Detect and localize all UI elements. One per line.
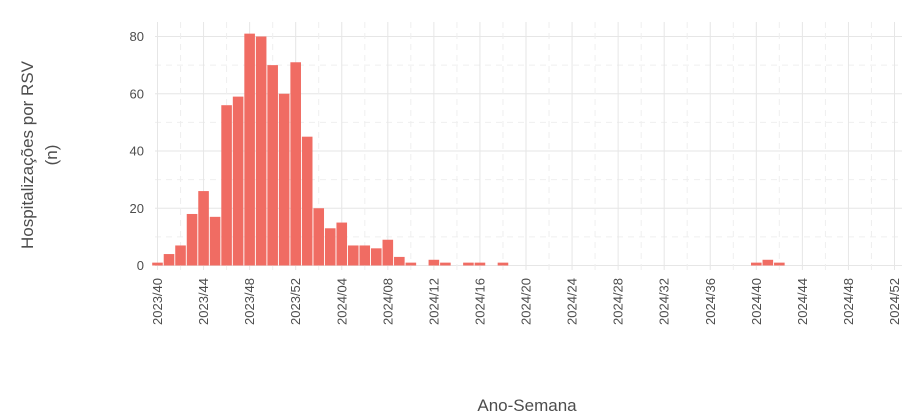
bar [267, 65, 278, 266]
bar [290, 62, 301, 266]
bar [382, 239, 394, 266]
bar [497, 262, 509, 266]
bar [175, 245, 186, 266]
x-tick-label: 2024/44 [795, 278, 810, 325]
bar [428, 259, 440, 266]
bar [324, 228, 336, 266]
bar [301, 136, 313, 266]
bar [186, 213, 198, 266]
x-tick-label: 2024/36 [703, 278, 718, 325]
x-tick-label: 2024/48 [841, 278, 856, 325]
bar [163, 254, 175, 266]
bar [255, 36, 267, 266]
bar [774, 262, 785, 266]
y-tick-label: 40 [130, 144, 144, 159]
x-axis-ticks: 2023/40 2023/44 2023/48 2023/52 2024/04 2024/… [150, 278, 902, 325]
bar [359, 245, 371, 266]
bar [440, 262, 451, 266]
y-axis-title-unit: (n) [42, 145, 61, 166]
bars [152, 33, 785, 266]
bar [463, 262, 474, 266]
x-tick-label: 2024/08 [380, 278, 395, 325]
y-axis-title: Hospitalizações por RSV [18, 60, 37, 249]
bar [232, 96, 244, 266]
bar [762, 259, 774, 266]
bar [221, 105, 232, 266]
x-tick-label: 2023/44 [196, 278, 211, 325]
y-tick-label: 20 [130, 201, 144, 216]
x-tick-label: 2023/40 [150, 278, 165, 325]
x-tick-label: 2024/40 [749, 278, 764, 325]
bar [370, 248, 382, 266]
bar [405, 262, 417, 266]
x-tick-label: 2024/52 [887, 278, 902, 325]
x-axis-title: Ano-Semana [477, 396, 577, 415]
y-tick-label: 60 [130, 86, 144, 101]
bar [244, 33, 255, 266]
y-tick-label: 0 [137, 258, 144, 273]
bar [336, 222, 348, 266]
y-axis-ticks: 0 20 40 60 80 [130, 29, 144, 273]
x-tick-label: 2024/28 [611, 278, 626, 325]
y-tick-label: 80 [130, 29, 144, 44]
bar [152, 262, 163, 266]
bar [347, 245, 359, 266]
x-tick-label: 2024/16 [472, 278, 487, 325]
bar [278, 93, 290, 266]
x-tick-label: 2024/12 [426, 278, 441, 325]
grid-lines [155, 22, 902, 270]
bar [313, 208, 325, 266]
x-tick-label: 2024/20 [519, 278, 534, 325]
x-tick-label: 2024/04 [334, 278, 349, 325]
x-tick-label: 2023/52 [288, 278, 303, 325]
bar [209, 216, 221, 266]
x-tick-label: 2024/24 [565, 278, 580, 325]
x-tick-label: 2023/48 [242, 278, 257, 325]
bar [198, 191, 209, 266]
bar [394, 256, 405, 266]
bar [751, 262, 762, 266]
x-tick-label: 2024/32 [657, 278, 672, 325]
bar [474, 262, 486, 266]
